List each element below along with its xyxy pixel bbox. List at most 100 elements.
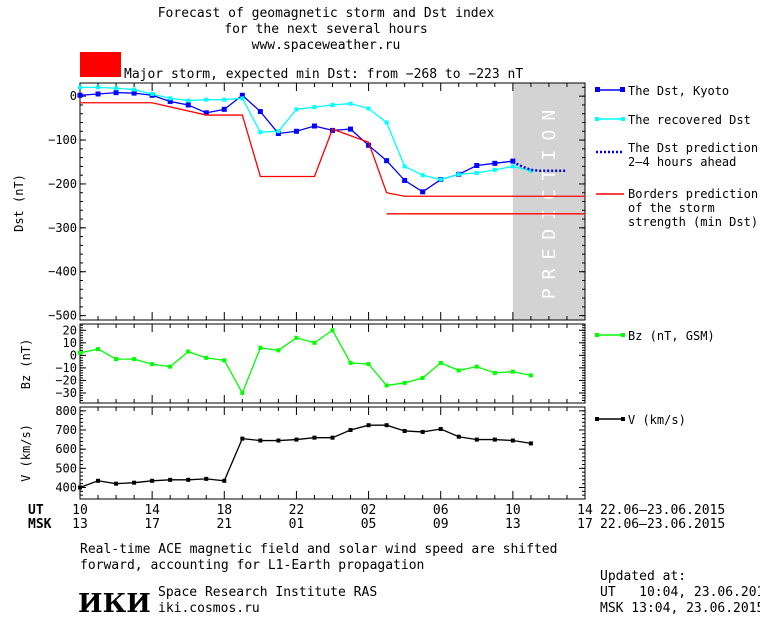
bz-ylabel: Bz (nT) (19, 339, 33, 390)
y-tick-label: 20 (63, 323, 77, 337)
legend-recovered-marker (621, 117, 625, 121)
data-point (276, 348, 281, 353)
y-tick-label: 0 (70, 89, 77, 103)
data-point (167, 98, 173, 104)
data-point (492, 437, 497, 442)
bz-panel-frame (79, 323, 586, 404)
data-point (114, 357, 119, 362)
ut-label: UT (28, 503, 44, 518)
legend-dst-kyoto: The Dst, Kyoto (628, 84, 729, 98)
msk-tick-label: 05 (361, 517, 377, 532)
data-point (456, 172, 461, 177)
data-point (240, 390, 245, 395)
data-point (150, 91, 155, 96)
legend-v: V (km/s) (628, 413, 686, 427)
series-line (79, 424, 531, 489)
msk-tick-label: 01 (289, 517, 305, 532)
data-point (204, 476, 209, 481)
legend-text-line: strength (min Dst) (628, 215, 758, 229)
y-tick-label: −20 (55, 373, 77, 387)
data-point (186, 477, 191, 482)
series-line (79, 329, 532, 395)
data-point (510, 369, 515, 374)
legend-recovered-marker (595, 117, 599, 121)
msk-tick-label: 17 (577, 517, 593, 532)
data-point (528, 373, 533, 378)
legend-dst-kyoto-marker (595, 87, 600, 92)
msk-tick-label: 21 (216, 517, 232, 532)
legend-bz: Bz (nT, GSM) (628, 329, 715, 343)
msk-tick-label: 09 (433, 517, 449, 532)
title-line1: Forecast of geomagnetic storm and Dst in… (158, 6, 495, 21)
ut-tick-label: 06 (433, 503, 449, 518)
data-point (456, 368, 461, 373)
y-tick-label: −100 (48, 133, 77, 147)
data-point (312, 340, 317, 345)
data-point (114, 86, 119, 91)
prediction-zone-dst (512, 83, 585, 320)
data-point (113, 90, 119, 96)
legend-text-line: Borders prediction (628, 187, 758, 201)
y-tick-label: 700 (55, 423, 77, 437)
data-point (168, 477, 173, 482)
data-point (294, 107, 299, 112)
data-point (384, 423, 389, 428)
data-point (293, 128, 299, 134)
data-point (77, 92, 83, 98)
data-point (366, 106, 371, 111)
v-panel-frame (79, 406, 586, 500)
data-point (438, 360, 443, 365)
ut-tick-label: 02 (361, 503, 377, 518)
data-point (311, 123, 317, 129)
y-tick-label: 400 (55, 481, 77, 495)
data-point (474, 364, 479, 369)
data-point (384, 383, 389, 388)
border-line (80, 102, 585, 197)
data-point (114, 481, 119, 486)
prediction-zones (512, 83, 585, 320)
legend-dst-kyoto-marker (620, 87, 625, 92)
data-point (222, 358, 227, 363)
data-point (95, 91, 101, 97)
data-point (348, 360, 353, 365)
data-point (348, 126, 354, 132)
ut-date: 22.06–23.06.2015 (600, 503, 725, 518)
data-point (348, 428, 353, 432)
storm-forecast-text: Major storm, expected min Dst: from −268… (124, 67, 523, 82)
data-point (474, 437, 479, 442)
data-point (420, 173, 425, 178)
data-point (366, 362, 371, 367)
legend: The Dst, Kyoto The recovered Dst The Dst… (595, 84, 758, 427)
data-point (474, 170, 479, 175)
data-point (366, 423, 371, 428)
updated-msk: MSK 13:04, 23.06.2015 (600, 601, 760, 616)
data-point (402, 428, 407, 433)
data-point (510, 164, 515, 169)
y-tick-label: 0 (70, 348, 77, 362)
data-point (492, 167, 497, 172)
data-point (294, 437, 299, 442)
legend-prediction: The Dst prediction 2–4 hours ahead (628, 141, 758, 169)
y-tick-label: 10 (63, 336, 77, 350)
data-point (492, 370, 497, 375)
data-point (276, 129, 281, 134)
storm-level-swatch (80, 52, 121, 77)
y-tick-label: −400 (48, 265, 77, 279)
data-point (420, 189, 426, 195)
msk-date: 22.06–23.06.2015 (600, 517, 725, 532)
ut-tick-label: 14 (144, 503, 160, 518)
y-tick-label: 600 (55, 442, 77, 456)
data-point (257, 109, 263, 115)
data-point (402, 164, 407, 169)
ut-tick-label: 18 (216, 503, 232, 518)
y-tick-label: −200 (48, 177, 77, 191)
data-point (186, 98, 191, 103)
data-point (510, 158, 516, 164)
data-point (96, 347, 101, 352)
msk-tick-label: 17 (144, 517, 160, 532)
dst-panel-frame (79, 82, 586, 321)
note-line1: Real-time ACE magnetic field and solar w… (80, 542, 557, 557)
site-url: www.spaceweather.ru (252, 38, 401, 53)
data-point (420, 375, 425, 380)
